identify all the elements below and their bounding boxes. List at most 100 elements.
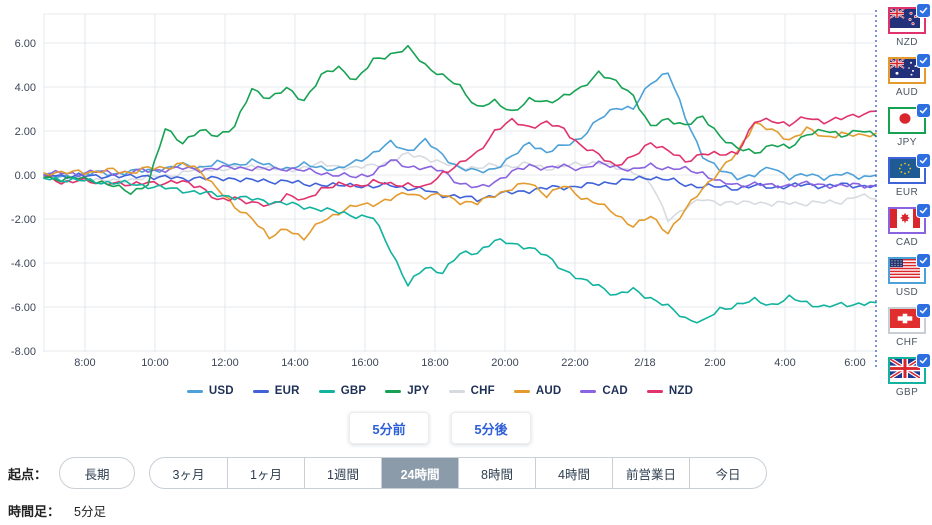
back-5min-button[interactable]: 5分前 bbox=[349, 412, 429, 444]
checkbox-checked-icon[interactable] bbox=[916, 303, 931, 318]
x-tick-label: 10:00 bbox=[141, 357, 169, 369]
currency-toggle-CAD[interactable]: CAD bbox=[888, 203, 931, 248]
x-tick-label: 14:00 bbox=[281, 357, 309, 369]
y-tick-label: 6.00 bbox=[15, 38, 36, 50]
series-line-GBP bbox=[43, 176, 877, 324]
checkbox-checked-icon[interactable] bbox=[916, 253, 931, 268]
currency-toggle-AUD[interactable]: AUD bbox=[888, 53, 931, 98]
y-tick-label: 0.00 bbox=[15, 170, 36, 182]
legend-dash-icon bbox=[646, 389, 663, 393]
y-tick-label: -4.00 bbox=[11, 258, 36, 270]
currency-strength-chart: 6.00 4.00 2.00 0.00 -2.00 -4.00 -6.00 -8.00 8:00… bbox=[11, 10, 877, 369]
range-tab-group: 3ヶ月 1ヶ月 1週間 24時間 8時間 4時間 前営業日 今日 bbox=[149, 457, 768, 489]
x-tick-label: 22:00 bbox=[561, 357, 589, 369]
x-tick-label: 4:00 bbox=[774, 357, 795, 369]
x-tick-label: 18:00 bbox=[421, 357, 449, 369]
range-tab-今日[interactable]: 今日 bbox=[689, 458, 766, 488]
legend-item-AUD[interactable]: AUD bbox=[513, 385, 562, 397]
checkbox-checked-icon[interactable] bbox=[916, 3, 931, 18]
currency-code-label: GBP bbox=[895, 387, 919, 398]
timeframe-row: 時間足： 5分足 bbox=[8, 501, 106, 520]
legend-label: CAD bbox=[602, 385, 628, 397]
currency-toggle-NZD[interactable]: NZD bbox=[888, 3, 931, 48]
checkbox-checked-icon[interactable] bbox=[916, 153, 931, 168]
legend-item-USD[interactable]: USD bbox=[186, 385, 234, 397]
legend-label: NZD bbox=[668, 385, 694, 397]
range-tab-前営業日[interactable]: 前営業日 bbox=[612, 458, 689, 488]
currency-toggle-USD[interactable]: USD bbox=[888, 253, 931, 298]
legend-dash-icon bbox=[580, 389, 597, 393]
checkbox-checked-icon[interactable] bbox=[916, 53, 931, 68]
legend-label: EUR bbox=[274, 385, 300, 397]
legend-dash-icon bbox=[513, 389, 530, 393]
y-tick-label: -6.00 bbox=[11, 302, 36, 314]
legend-label: GBP bbox=[340, 385, 367, 397]
legend-item-GBP[interactable]: GBP bbox=[318, 385, 367, 397]
nz-flag-icon bbox=[888, 3, 931, 34]
us-flag-icon bbox=[888, 253, 931, 284]
chart-legend: USD EUR GBP JPY CHF AUD CAD NZD bbox=[0, 385, 880, 397]
step-buttons: 5分前 5分後 bbox=[0, 412, 880, 444]
x-tick-label: 12:00 bbox=[211, 357, 239, 369]
currency-toggle-EUR[interactable]: EUR bbox=[888, 153, 931, 198]
legend-dash-icon bbox=[318, 389, 335, 393]
legend-item-JPY[interactable]: JPY bbox=[385, 385, 429, 397]
range-tab-4時間[interactable]: 4時間 bbox=[535, 458, 612, 488]
y-tick-label: -8.00 bbox=[11, 346, 36, 358]
y-tick-label: 4.00 bbox=[15, 82, 36, 94]
currency-code-label: AUD bbox=[895, 87, 919, 98]
gb-flag-icon bbox=[888, 353, 931, 384]
forward-5min-button[interactable]: 5分後 bbox=[451, 412, 531, 444]
y-tick-label: 2.00 bbox=[15, 126, 36, 138]
currency-toggle-CHF[interactable]: CHF bbox=[888, 303, 931, 348]
currency-code-label: CAD bbox=[895, 237, 919, 248]
range-tab-3ヶ月[interactable]: 3ヶ月 bbox=[172, 467, 205, 482]
timeframe-label: 時間足： bbox=[8, 504, 61, 519]
legend-item-EUR[interactable]: EUR bbox=[252, 385, 300, 397]
currency-code-label: EUR bbox=[895, 187, 919, 198]
currency-sidebar: NZD AUD JPY EUR CAD USD CHF GBP bbox=[882, 3, 932, 407]
series-line-AUD bbox=[43, 121, 877, 241]
legend-dash-icon bbox=[448, 389, 465, 393]
legend-item-CAD[interactable]: CAD bbox=[580, 385, 628, 397]
x-tick-label: 2/18 bbox=[634, 357, 655, 369]
legend-dash-icon bbox=[385, 389, 402, 393]
currency-code-label: CHF bbox=[896, 337, 918, 348]
origin-controls: 起点： 長期 3ヶ月 1ヶ月 1週間 24時間 8時間 4時間 前営業日 今日 bbox=[8, 457, 768, 489]
legend-dash-icon bbox=[186, 389, 203, 393]
range-tab-1週間[interactable]: 1週間 bbox=[304, 458, 381, 488]
x-tick-label: 8:00 bbox=[74, 357, 95, 369]
legend-label: AUD bbox=[535, 385, 562, 397]
range-tab-24時間[interactable]: 24時間 bbox=[381, 458, 459, 488]
series-line-JPY bbox=[43, 44, 877, 195]
range-tab-8時間[interactable]: 8時間 bbox=[458, 458, 535, 488]
legend-label: JPY bbox=[407, 385, 430, 397]
currency-code-label: JPY bbox=[897, 137, 917, 148]
series-line-EUR bbox=[43, 172, 877, 203]
legend-item-CHF[interactable]: CHF bbox=[448, 385, 495, 397]
series-line-CAD bbox=[43, 159, 877, 190]
ch-flag-icon bbox=[888, 303, 931, 334]
series-line-NZD bbox=[43, 110, 877, 207]
x-tick-label: 20:00 bbox=[491, 357, 519, 369]
currency-code-label: USD bbox=[895, 287, 919, 298]
currency-toggle-GBP[interactable]: GBP bbox=[888, 353, 931, 398]
origin-label: 起点： bbox=[8, 466, 48, 482]
ca-flag-icon bbox=[888, 203, 931, 234]
range-tab-1ヶ月[interactable]: 1ヶ月 bbox=[227, 458, 304, 488]
au-flag-icon bbox=[888, 53, 931, 84]
legend-item-NZD[interactable]: NZD bbox=[646, 385, 694, 397]
x-tick-label: 2:00 bbox=[704, 357, 725, 369]
x-tick-label: 16:00 bbox=[351, 357, 379, 369]
legend-label: CHF bbox=[470, 385, 495, 397]
checkbox-checked-icon[interactable] bbox=[916, 203, 931, 218]
checkbox-checked-icon[interactable] bbox=[916, 353, 931, 368]
jp-flag-icon bbox=[888, 103, 931, 134]
currency-toggle-JPY[interactable]: JPY bbox=[888, 103, 931, 148]
timeframe-value: 5分足 bbox=[74, 505, 106, 519]
range-tab-long-term[interactable]: 長期 bbox=[59, 457, 136, 489]
y-tick-label: -2.00 bbox=[11, 214, 36, 226]
checkbox-checked-icon[interactable] bbox=[916, 103, 931, 118]
currency-code-label: NZD bbox=[896, 37, 918, 48]
